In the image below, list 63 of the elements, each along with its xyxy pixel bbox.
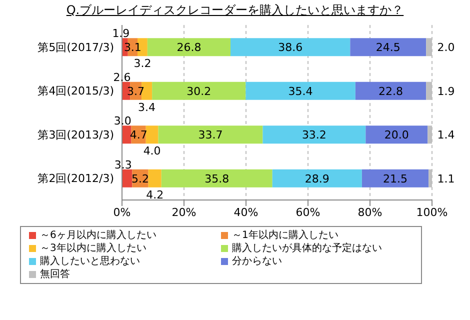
bar: [230, 38, 350, 56]
data-label: 3.1: [124, 41, 142, 54]
legend-label: 購入したいが具体的な予定はない: [232, 242, 382, 255]
y-tick-label: 第5回(2017/3): [38, 40, 114, 54]
bar: [272, 169, 362, 188]
data-label: 33.7: [198, 128, 223, 142]
x-tick-label: 40%: [234, 206, 258, 219]
data-label: 1.1: [437, 172, 455, 186]
legend-label: 分からない: [232, 255, 282, 268]
bar: [362, 169, 429, 188]
data-label: 30.2: [186, 84, 212, 98]
bar: [146, 126, 158, 144]
bar: [246, 82, 356, 100]
bar: [147, 38, 230, 56]
data-label: 3.0: [114, 114, 132, 128]
x-tick-label: 0%: [113, 206, 131, 219]
y-tick-label: 第2回(2012/3): [38, 172, 114, 186]
data-label: 38.6: [278, 41, 303, 54]
data-label: 1.4: [437, 128, 455, 142]
data-label: 1.9: [112, 27, 130, 40]
x-tick-label: 60%: [296, 206, 320, 219]
data-label: 22.8: [378, 84, 404, 98]
data-label: 2.0: [437, 41, 455, 54]
x-tick-label: 20%: [172, 206, 196, 219]
data-label: 5.2: [132, 172, 150, 186]
x-tick-label: 80%: [358, 206, 382, 219]
data-label: 3.3: [114, 158, 132, 172]
data-label: 2.6: [113, 70, 131, 84]
data-label: 4.7: [130, 128, 148, 142]
data-label: 35.8: [204, 172, 230, 186]
data-label: 33.2: [302, 128, 326, 142]
x-tick-label: 100%: [416, 206, 448, 219]
data-label: 3.2: [134, 57, 152, 70]
bar: [350, 38, 426, 56]
bar: [366, 126, 428, 144]
bar: [161, 169, 272, 188]
bar: [355, 82, 426, 100]
data-label: 4.2: [146, 188, 164, 202]
legend-label: ～1年以内に購入したい: [232, 229, 338, 242]
bar: [152, 82, 246, 100]
bar: [122, 126, 132, 144]
data-label: 20.0: [384, 128, 409, 142]
data-label: 3.7: [127, 84, 145, 98]
legend-label: 購入したいと思わない: [40, 255, 140, 268]
data-label: 26.8: [176, 41, 202, 54]
data-label: 4.0: [143, 144, 161, 158]
bar: [122, 169, 132, 188]
data-label: 21.5: [383, 172, 408, 186]
data-label: 24.5: [376, 41, 400, 54]
y-tick-label: 第4回(2015/3): [38, 84, 114, 98]
chart-title: Q.ブルーレイディスクレコーダーを購入したいと思いますか？: [65, 2, 405, 19]
bar: [262, 126, 366, 144]
y-tick-label: 第3回(2013/3): [38, 128, 114, 142]
bar: [148, 169, 162, 188]
data-label: 28.9: [304, 172, 330, 186]
bar: [142, 82, 152, 100]
data-label: 35.4: [288, 84, 313, 98]
data-label: 3.4: [138, 100, 156, 114]
legend-label: ～6ヶ月以内に購入したい: [40, 229, 156, 242]
legend-label: ～3年以内に購入したい: [40, 242, 146, 255]
data-label: 1.9: [437, 84, 455, 98]
bar: [158, 126, 263, 144]
legend-label: 無回答: [40, 268, 70, 281]
